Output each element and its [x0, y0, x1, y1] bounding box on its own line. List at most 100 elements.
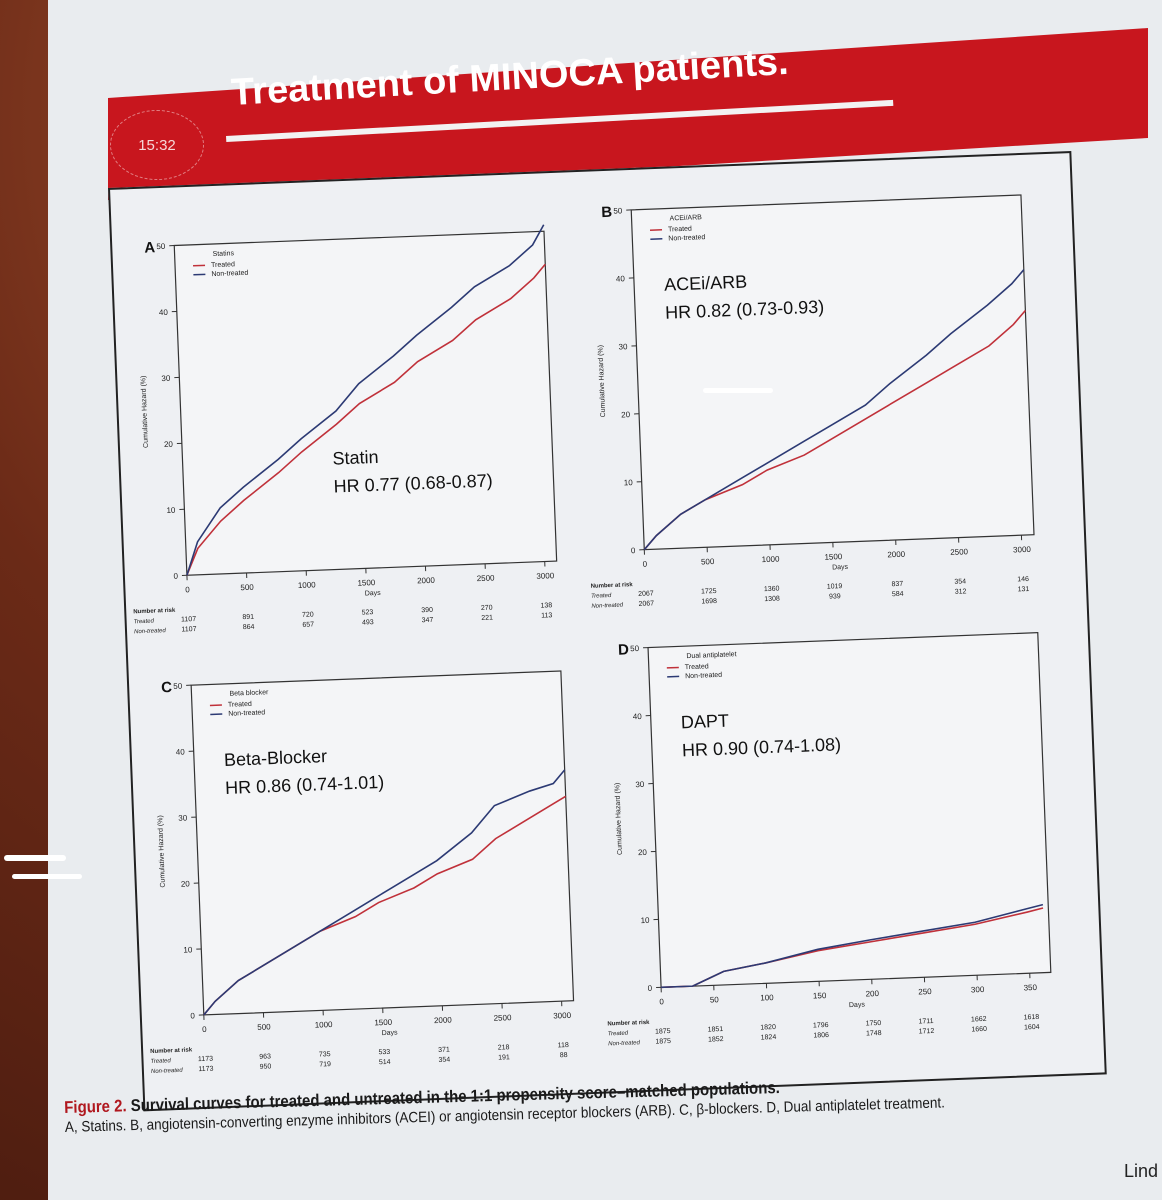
risk-value: 837	[891, 581, 903, 588]
risk-value: 1824	[761, 1034, 777, 1042]
legend-title: ACEi/ARB	[669, 214, 702, 222]
legend-entry: Non-treated	[685, 672, 722, 680]
risk-row-label: Non-treated	[608, 1040, 641, 1047]
risk-value: 1107	[181, 616, 196, 624]
legend-entry: Non-treated	[668, 234, 705, 242]
y-tick-label: 50	[613, 206, 623, 215]
risk-value: 533	[378, 1049, 390, 1056]
x-axis-label: Days	[365, 590, 382, 598]
y-axis-label: Cumulative Hazard (%)	[140, 375, 150, 448]
caption-label: Figure 2.	[64, 1096, 127, 1117]
y-tick-label: 40	[616, 274, 626, 283]
panel-letter: A	[144, 239, 156, 256]
legend-entry: Treated	[211, 261, 235, 269]
risk-value: 1308	[764, 596, 780, 604]
risk-value: 1875	[655, 1028, 671, 1036]
x-tick-label: 2500	[477, 573, 496, 583]
x-tick-label: 350	[1023, 983, 1037, 993]
y-tick-label: 40	[633, 712, 643, 721]
x-axis-label: Days	[382, 1029, 399, 1037]
legend-title: Statins	[212, 250, 234, 258]
x-tick-label: 1500	[357, 578, 376, 588]
y-tick-label: 10	[640, 916, 650, 925]
x-tick-label: 1000	[298, 580, 317, 590]
risk-row-label: Treated	[591, 593, 612, 600]
risk-value: 1604	[1024, 1024, 1040, 1032]
risk-value: 864	[243, 624, 255, 631]
risk-row-label: Non-treated	[591, 603, 624, 610]
x-tick-label: 3000	[553, 1011, 572, 1021]
risk-value: 88	[560, 1052, 568, 1059]
risk-value: 1875	[655, 1038, 671, 1046]
risk-value: 221	[481, 615, 493, 622]
risk-value: 118	[558, 1042, 570, 1049]
series-line-non-treated	[643, 269, 1025, 551]
risk-value: 1820	[760, 1024, 776, 1032]
risk-value: 390	[421, 607, 433, 614]
risk-value: 1806	[813, 1032, 829, 1040]
legend-entry: Treated	[668, 226, 692, 234]
risk-value: 1173	[198, 1056, 213, 1064]
x-tick-label: 3000	[536, 571, 555, 581]
legend-entry: Non-treated	[228, 709, 265, 717]
risk-header: Number at risk	[591, 582, 634, 590]
risk-row-label: Non-treated	[151, 1068, 184, 1075]
risk-value: 371	[438, 1047, 450, 1054]
y-axis-label: Cumulative Hazard (%)	[157, 815, 167, 888]
risk-value: 113	[541, 612, 553, 619]
legend-entry: Non-treated	[211, 270, 248, 278]
risk-value: 720	[302, 611, 314, 618]
risk-value: 1711	[918, 1018, 933, 1026]
panel-letter: D	[618, 641, 630, 658]
y-tick-label: 50	[156, 242, 166, 251]
risk-value: 138	[540, 602, 552, 609]
y-tick-label: 10	[624, 478, 634, 487]
y-tick-label: 0	[190, 1011, 195, 1020]
x-tick-label: 300	[971, 985, 985, 995]
series-line-non-treated	[661, 903, 1044, 989]
x-tick-label: 2000	[434, 1015, 453, 1025]
y-tick-label: 30	[161, 374, 171, 383]
panel-letter: B	[601, 204, 613, 221]
risk-value: 1748	[866, 1030, 882, 1038]
risk-row-label: Non-treated	[134, 628, 167, 635]
series-line-treated	[186, 263, 546, 576]
risk-row-label: Treated	[150, 1058, 171, 1065]
risk-value: 514	[379, 1059, 391, 1066]
risk-value: 1173	[198, 1066, 213, 1074]
series-line-non-treated	[186, 224, 545, 576]
risk-value: 1618	[1024, 1014, 1040, 1022]
y-tick-label: 0	[647, 984, 652, 993]
x-tick-label: 2000	[417, 576, 436, 586]
risk-value: 354	[438, 1057, 450, 1064]
risk-value: 1851	[708, 1026, 724, 1034]
glare-reflection	[4, 855, 66, 861]
risk-value: 735	[319, 1051, 331, 1058]
y-tick-label: 0	[173, 572, 178, 581]
risk-value: 347	[422, 617, 434, 624]
figure-frame: A 0 10 20 30 40 50 0 500 1000 1500 2000 2500 3000 Days…	[108, 150, 1107, 1112]
risk-value: 939	[829, 593, 841, 600]
risk-value: 1698	[701, 598, 717, 606]
plot-area	[173, 230, 558, 576]
y-axis-label: Cumulative Hazard (%)	[597, 345, 607, 418]
x-tick-label: 1000	[315, 1020, 334, 1030]
risk-value: 719	[319, 1061, 331, 1068]
risk-value: 1852	[708, 1036, 724, 1044]
y-tick-label: 40	[159, 308, 169, 317]
risk-value: 493	[362, 619, 374, 626]
risk-value: 1107	[181, 626, 196, 634]
risk-value: 891	[242, 614, 254, 621]
risk-row-label: Treated	[608, 1031, 629, 1038]
y-tick-label: 10	[183, 945, 193, 954]
risk-header: Number at risk	[133, 608, 176, 616]
x-tick-label: 0	[202, 1025, 207, 1034]
x-tick-label: 2500	[493, 1013, 512, 1023]
y-tick-label: 0	[631, 546, 636, 555]
risk-value: 146	[1017, 576, 1029, 583]
annotation-drug: Statin	[332, 447, 379, 469]
risk-value: 1796	[813, 1022, 829, 1030]
